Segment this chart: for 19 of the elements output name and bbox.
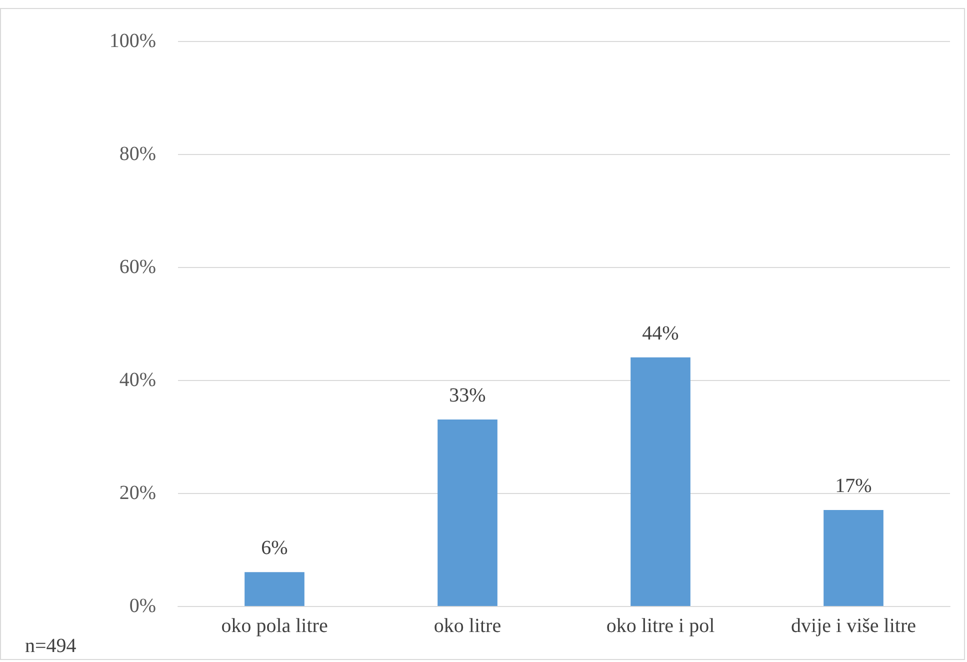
x-tick-label: oko pola litre bbox=[221, 615, 328, 637]
x-tick-label: dvije i više litre bbox=[791, 615, 916, 637]
x-tick-label: oko litre bbox=[434, 615, 502, 637]
y-tick-label: 60% bbox=[119, 256, 156, 278]
y-tick-label: 80% bbox=[119, 143, 156, 165]
y-tick-label: 20% bbox=[119, 482, 156, 504]
bar bbox=[438, 420, 498, 606]
y-tick-label: 100% bbox=[109, 30, 156, 52]
data-label: 6% bbox=[261, 537, 288, 560]
bar bbox=[630, 357, 690, 606]
y-tick-label: 40% bbox=[119, 369, 156, 391]
data-label: 17% bbox=[835, 474, 872, 497]
x-tick-label: oko litre i pol bbox=[606, 615, 716, 637]
data-label: 33% bbox=[449, 384, 486, 407]
data-label: 44% bbox=[642, 322, 679, 344]
bar bbox=[244, 572, 304, 606]
bar bbox=[824, 510, 884, 606]
y-tick-label: 0% bbox=[129, 595, 156, 617]
text: n=494 bbox=[25, 635, 76, 657]
